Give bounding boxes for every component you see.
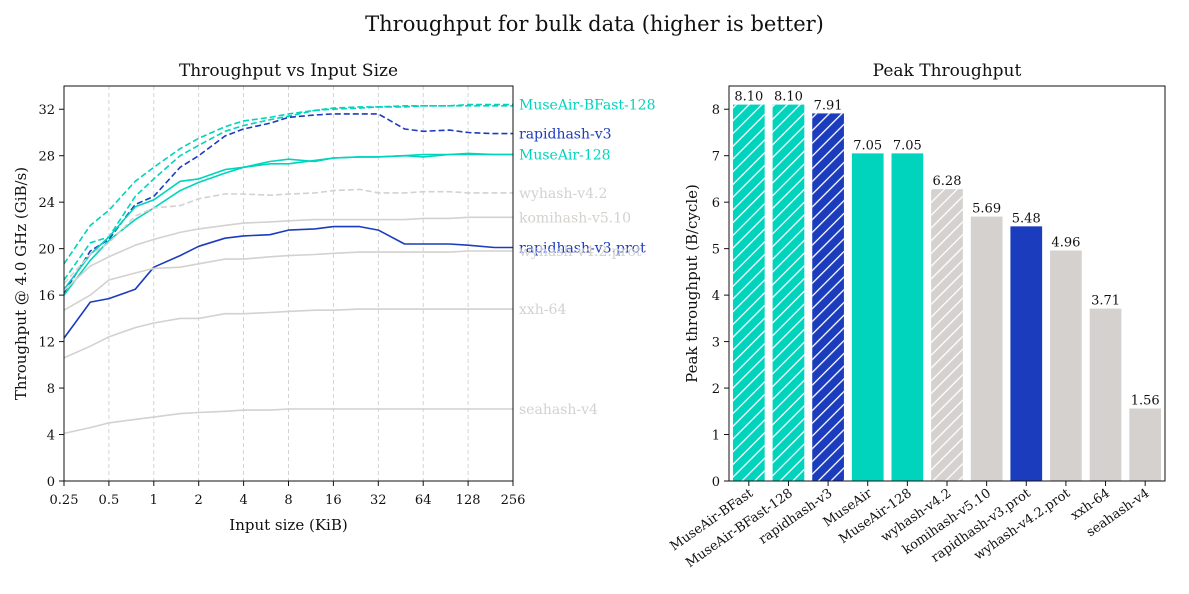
bar-value-label: 4.96: [1051, 236, 1080, 251]
y-tick-label: 3: [712, 336, 720, 351]
x-tick-label: 256: [501, 493, 526, 508]
series-label: komihash-v5.10: [519, 210, 631, 226]
y-tick-label: 0: [47, 475, 55, 490]
x-tick-label: 128: [456, 493, 481, 508]
x-tick-label: 4: [239, 493, 247, 508]
bar-value-label: 7.91: [814, 98, 843, 113]
bar-value-label: 8.10: [774, 90, 803, 105]
x-tick-label: 0.25: [50, 493, 79, 508]
series-line: [63, 113, 513, 294]
plot-frame: [728, 85, 1166, 482]
bar-hatch: [732, 104, 765, 482]
x-tick-label: 8: [284, 493, 292, 508]
series-line: [63, 225, 513, 339]
series-label: seahash-v4: [519, 402, 598, 418]
bar-hatch: [772, 104, 805, 482]
x-tick-label: 16: [325, 493, 342, 508]
y-tick-label: 12: [38, 336, 55, 351]
series-label: rapidhash-v3.prot: [519, 240, 646, 256]
x-tick-label: 0.5: [99, 493, 120, 508]
bar-value-label: 3.71: [1091, 294, 1120, 309]
bar: [891, 153, 924, 481]
series-label: rapidhash-v3: [519, 127, 612, 143]
bar: [970, 216, 1003, 482]
line-chart-title: Throughput vs Input Size: [179, 61, 398, 81]
y-tick-label: 4: [712, 289, 720, 304]
x-tick-label: 64: [415, 493, 432, 508]
series-label: wyhash-v4.2: [519, 186, 607, 202]
y-tick-label: 6: [712, 196, 720, 211]
bar-value-label: 7.05: [893, 138, 922, 153]
bar-value-label: 7.05: [853, 138, 882, 153]
bar: [851, 153, 884, 481]
x-tick-label: 32: [370, 493, 387, 508]
bar: [1050, 250, 1082, 481]
series-line: [63, 105, 513, 281]
y-tick-label: 2: [712, 382, 720, 397]
y-tick-label: 32: [38, 103, 55, 118]
bar: [1010, 226, 1043, 481]
series-line: [63, 188, 513, 285]
series-line: [63, 152, 513, 296]
series-label: MuseAir-BFast-128: [519, 98, 656, 114]
y-tick-label: 0: [712, 475, 720, 490]
series-line: [63, 216, 513, 292]
series-line: [63, 308, 513, 359]
bar-chart-title: Peak Throughput: [873, 61, 1022, 81]
y-axis-label: Peak throughput (B/cycle): [683, 184, 701, 383]
bar-value-label: 8.10: [734, 90, 763, 105]
line-chart: Throughput vs Input Size MuseAir-BFast-12…: [12, 61, 656, 534]
y-tick-label: 1: [712, 429, 720, 444]
series-line: [63, 250, 513, 311]
x-tick-label: 2: [195, 493, 203, 508]
y-tick-label: 8: [47, 382, 55, 397]
bar-value-label: 6.28: [933, 174, 962, 189]
y-tick-label: 20: [38, 243, 55, 258]
bar-value-label: 5.69: [972, 202, 1001, 217]
y-tick-label: 24: [38, 196, 55, 211]
figure-title: Throughput for bulk data (higher is bett…: [365, 12, 824, 36]
series-label: MuseAir-128: [519, 148, 611, 164]
bar: [1129, 408, 1162, 481]
series-label: xxh-64: [519, 302, 566, 318]
x-axis-label: Input size (KiB): [229, 516, 347, 534]
x-tick-label: 1: [150, 493, 158, 508]
y-tick-label: 8: [712, 103, 720, 118]
bar: [1089, 308, 1122, 481]
y-tick-label: 28: [38, 150, 55, 165]
y-tick-label: 16: [38, 289, 55, 304]
y-axis-label: Throughput @ 4.0 GHz (GiB/s): [12, 167, 30, 400]
bar-hatch: [931, 189, 963, 481]
y-tick-label: 4: [47, 429, 55, 444]
bar-value-label: 5.48: [1012, 211, 1041, 226]
y-tick-label: 7: [712, 150, 720, 165]
series-line: [63, 408, 513, 435]
bar-chart: Peak Throughput8.10MuseAir-BFast8.10Muse…: [668, 61, 1166, 571]
series-label: wyhash-v4.2.prot: [519, 244, 642, 260]
bar-hatch: [812, 113, 844, 481]
bar-value-label: 1.56: [1131, 394, 1160, 409]
y-tick-label: 5: [712, 243, 720, 258]
